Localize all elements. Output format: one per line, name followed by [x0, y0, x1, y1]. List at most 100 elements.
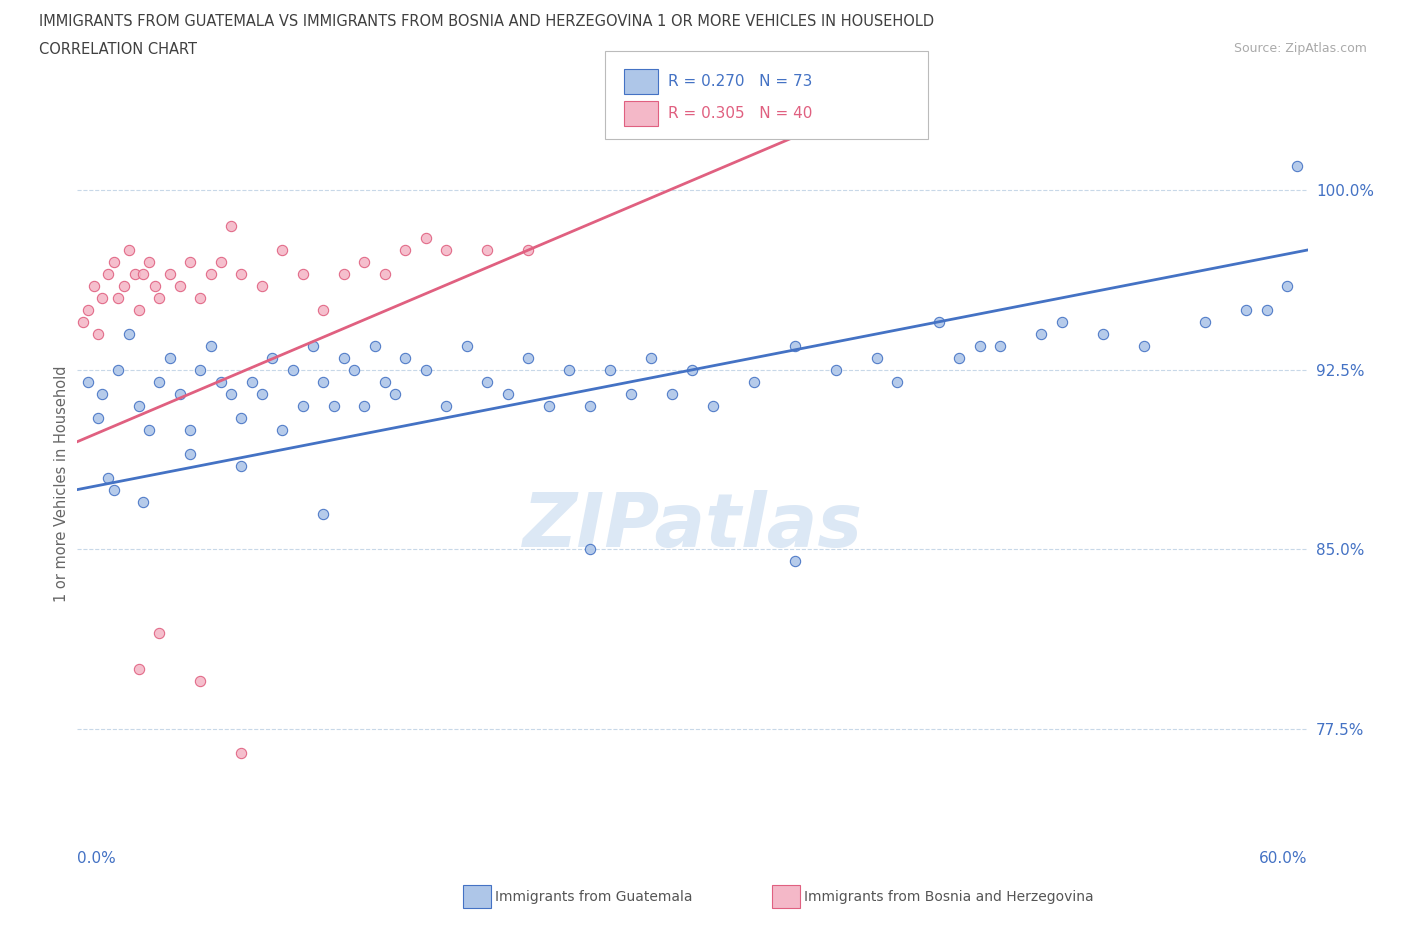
Point [599, 363, 621, 378]
Point [262, 351, 284, 365]
Text: IMMIGRANTS FROM GUATEMALA VS IMMIGRANTS FROM BOSNIA AND HERZEGOVINA 1 OR MORE VE: IMMIGRANTS FROM GUATEMALA VS IMMIGRANTS … [39, 14, 935, 29]
Point [128, 302, 150, 317]
Point [169, 278, 191, 293]
Point [415, 363, 437, 378]
Point [477, 243, 499, 258]
Point [353, 255, 375, 270]
Point [682, 363, 704, 378]
Point [312, 375, 335, 390]
Point [517, 243, 540, 258]
Point [1050, 314, 1073, 329]
Point [97, 471, 120, 485]
Point [219, 386, 242, 401]
Point [783, 339, 806, 353]
Point [250, 386, 273, 401]
Point [132, 267, 155, 282]
Point [76, 302, 98, 317]
Point [1132, 339, 1154, 353]
Point [291, 398, 314, 413]
Point [132, 494, 155, 509]
Point [1275, 278, 1298, 293]
Point [138, 255, 160, 270]
Text: 60.0%: 60.0% [1260, 851, 1308, 866]
Point [159, 267, 181, 282]
Point [322, 398, 344, 413]
Point [866, 351, 889, 365]
Point [394, 243, 416, 258]
Point [374, 375, 396, 390]
Point [179, 255, 201, 270]
Point [928, 314, 950, 329]
Point [1091, 326, 1114, 341]
Point [825, 363, 848, 378]
Point [579, 542, 602, 557]
Point [988, 339, 1011, 353]
Point [363, 339, 385, 353]
Point [312, 506, 335, 521]
Point [159, 351, 181, 365]
Point [103, 482, 125, 497]
Point [128, 398, 150, 413]
Point [143, 278, 166, 293]
Point [477, 375, 499, 390]
Point [1194, 314, 1216, 329]
Point [250, 278, 273, 293]
Text: R = 0.305   N = 40: R = 0.305 N = 40 [668, 106, 813, 122]
Text: Immigrants from Bosnia and Herzegovina: Immigrants from Bosnia and Herzegovina [804, 889, 1094, 904]
Point [97, 267, 120, 282]
Point [114, 278, 136, 293]
Text: CORRELATION CHART: CORRELATION CHART [39, 42, 197, 57]
Point [281, 363, 304, 378]
Point [200, 267, 222, 282]
Point [209, 375, 232, 390]
Point [1029, 326, 1052, 341]
Point [103, 255, 125, 270]
Point [169, 386, 191, 401]
Point [291, 267, 314, 282]
Text: R = 0.270   N = 73: R = 0.270 N = 73 [668, 73, 813, 89]
Point [90, 290, 114, 305]
Point [87, 326, 110, 341]
Text: Source: ZipAtlas.com: Source: ZipAtlas.com [1233, 42, 1367, 55]
Point [374, 267, 396, 282]
Point [117, 326, 139, 341]
Point [1286, 159, 1309, 174]
Point [209, 255, 232, 270]
Point [742, 375, 765, 390]
Point [107, 363, 129, 378]
Point [128, 662, 150, 677]
Point [83, 278, 105, 293]
Text: Immigrants from Guatemala: Immigrants from Guatemala [495, 889, 692, 904]
Point [271, 243, 294, 258]
Text: ZIPatlas: ZIPatlas [523, 489, 862, 563]
Point [702, 398, 724, 413]
Point [124, 267, 146, 282]
Point [188, 363, 212, 378]
Point [231, 410, 253, 425]
Point [271, 422, 294, 437]
Point [783, 554, 806, 569]
Point [343, 363, 366, 378]
Point [231, 267, 253, 282]
Point [620, 386, 643, 401]
Point [579, 398, 602, 413]
Point [436, 398, 458, 413]
Point [90, 386, 114, 401]
Point [496, 386, 519, 401]
Point [138, 422, 160, 437]
Point [179, 422, 201, 437]
Point [436, 243, 458, 258]
Point [188, 674, 212, 689]
Point [87, 410, 110, 425]
Point [969, 339, 991, 353]
Point [537, 398, 560, 413]
Point [188, 290, 212, 305]
Point [148, 290, 170, 305]
Point [558, 363, 581, 378]
Point [231, 746, 253, 761]
Point [394, 351, 416, 365]
Point [661, 386, 683, 401]
Point [179, 446, 201, 461]
Point [415, 231, 437, 246]
Point [333, 351, 356, 365]
